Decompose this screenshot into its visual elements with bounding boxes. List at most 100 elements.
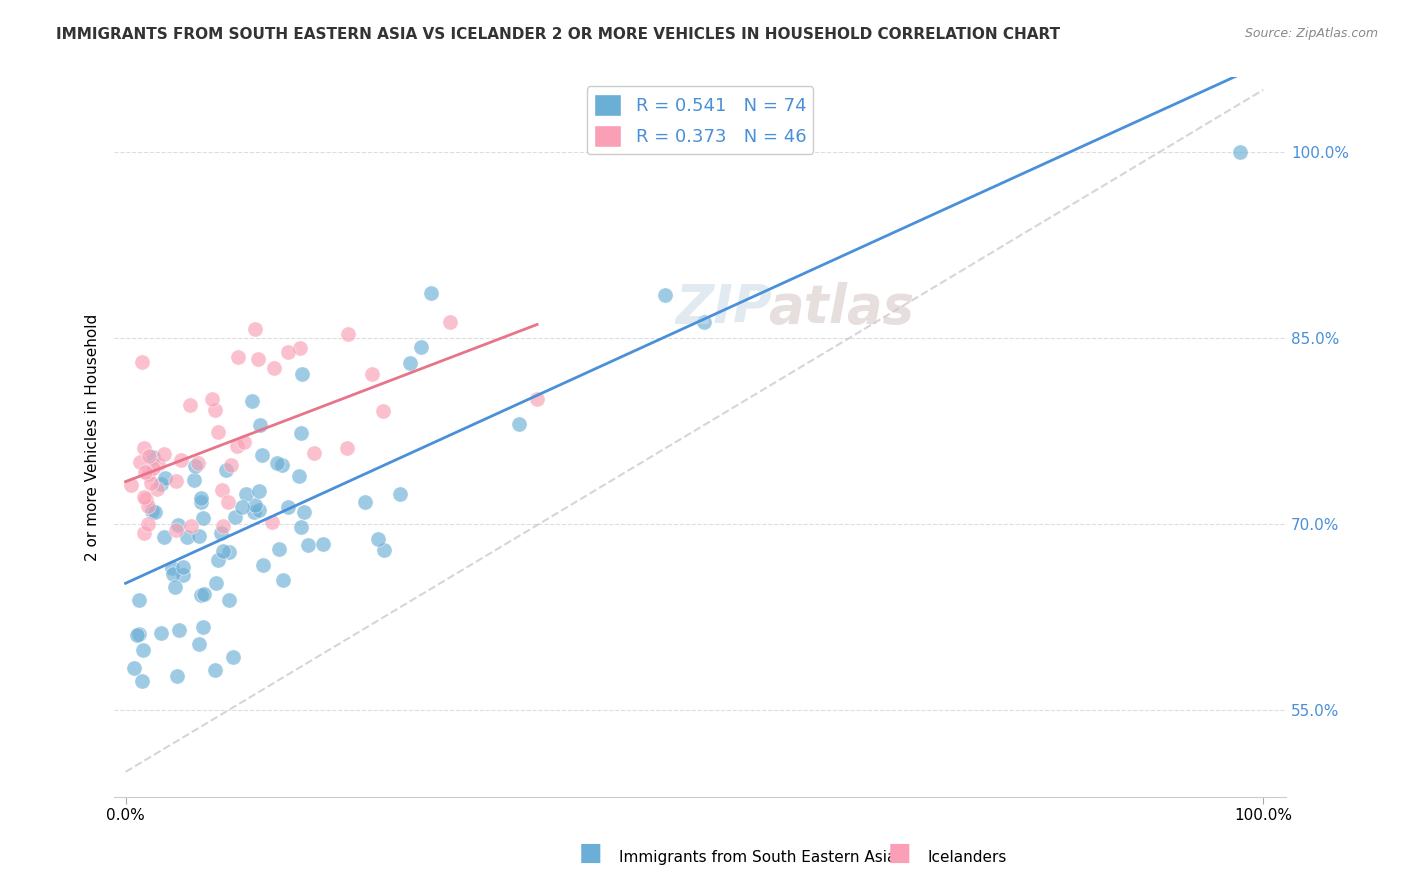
Point [128,593,150,607]
Point [439,315,461,329]
Text: Source: ZipAtlas.com: Source: ZipAtlas.com [1244,27,1378,40]
Point [191,511,214,525]
Point [146,482,169,496]
Point [190,588,212,602]
Text: ■: ■ [579,841,602,865]
Point [245,322,267,336]
Point [149,477,172,491]
Point [249,483,271,498]
Point [373,404,395,418]
Point [263,361,285,376]
Point [143,505,166,519]
Point [693,315,716,329]
Point [353,495,375,509]
Point [247,502,270,516]
Point [136,467,159,481]
Point [302,446,325,460]
Point [336,327,359,342]
Point [166,517,188,532]
Point [219,458,242,473]
Point [288,341,311,355]
Point [134,465,156,479]
Point [297,538,319,552]
Point [508,417,530,432]
Point [240,394,263,409]
Point [232,434,254,449]
Point [180,519,202,533]
Point [204,663,226,677]
Point [186,456,208,470]
Point [132,442,155,456]
Point [201,392,224,407]
Point [135,491,157,506]
Point [190,491,212,505]
Point [420,286,443,301]
Point [212,544,235,558]
Point [373,542,395,557]
Point [526,392,548,406]
Point [193,587,215,601]
Point [176,530,198,544]
Point [411,340,433,354]
Point [271,574,294,588]
Point [152,530,174,544]
Point [290,520,312,534]
Point [153,471,176,485]
Text: Immigrants from South Eastern Asia: Immigrants from South Eastern Asia [619,850,896,865]
Point [165,523,187,537]
Point [204,403,226,417]
Point [399,356,422,370]
Legend: R = 0.541   N = 74, R = 0.373   N = 46: R = 0.541 N = 74, R = 0.373 N = 46 [586,87,814,154]
Point [146,457,169,471]
Point [190,495,212,509]
Point [153,447,176,461]
Point [290,426,312,441]
Point [204,576,226,591]
Point [214,463,236,477]
Text: Icelanders: Icelanders [928,850,1007,865]
Point [235,487,257,501]
Point [226,439,249,453]
Point [243,498,266,512]
Point [128,455,150,469]
Point [277,500,299,514]
Point [389,487,412,501]
Y-axis label: 2 or more Vehicles in Household: 2 or more Vehicles in Household [86,313,100,561]
Point [207,425,229,439]
Point [179,398,201,412]
Point [122,661,145,675]
Point [336,441,359,455]
Point [654,288,676,302]
Point [165,580,187,594]
Point [249,418,271,433]
Point [136,517,159,532]
Point [266,456,288,470]
Point [184,459,207,474]
Point [142,450,165,464]
Point [270,458,292,473]
Point [290,368,312,382]
Point [1229,145,1251,159]
Point [243,505,266,519]
Point [209,526,232,541]
Point [131,674,153,689]
Point [172,559,194,574]
Point [224,510,246,524]
Point [211,483,233,498]
Point [252,558,274,573]
Point [193,620,215,634]
Point [276,344,298,359]
Point [165,475,187,489]
Point [222,650,245,665]
Point [166,668,188,682]
Point [132,526,155,541]
Point [160,561,183,575]
Point [188,529,211,543]
Point [226,350,249,364]
Point [246,352,269,367]
Point [250,448,273,462]
Point [139,475,162,490]
Point [217,495,239,509]
Point [311,537,333,551]
Point [218,593,240,607]
